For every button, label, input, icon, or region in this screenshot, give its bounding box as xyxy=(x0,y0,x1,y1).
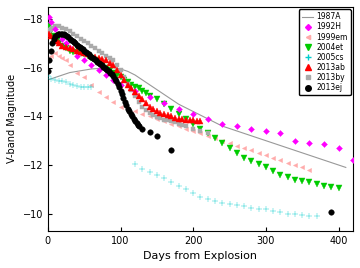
Legend: 1987A, 1992H, 1999em, 2004et, 2005cs, 2013ab, 2013by, 2013ej: 1987A, 1992H, 1999em, 2004et, 2005cs, 20… xyxy=(299,9,351,95)
Y-axis label: V-band Magnitude: V-band Magnitude xyxy=(7,74,17,163)
X-axis label: Days from Explosion: Days from Explosion xyxy=(143,251,257,261)
